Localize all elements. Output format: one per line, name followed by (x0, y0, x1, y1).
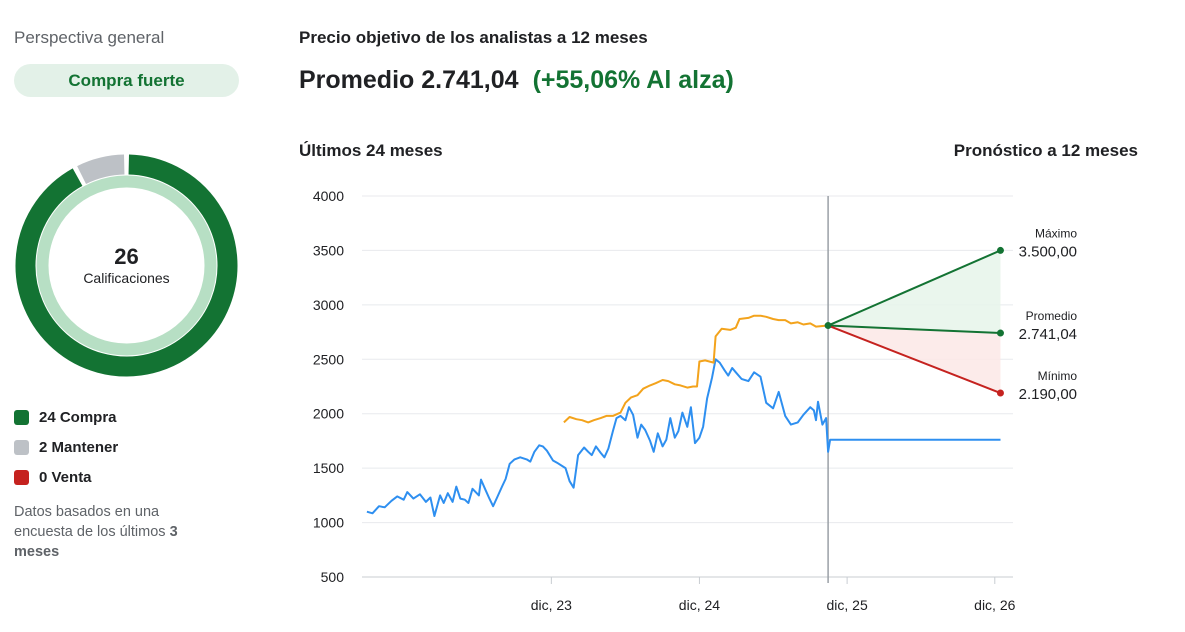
legend-label-buy: 24 Compra (39, 408, 117, 426)
forecast-labels: Máximo 3.500,00 Promedio 2.741,04 Mínimo 2.19… (1019, 226, 1078, 403)
forecast-max-label: Máximo (1035, 226, 1077, 240)
forecast-average-line (828, 324, 1001, 335)
x-tick-label: dic, 25 (826, 597, 867, 613)
avg-target-history-line (563, 314, 829, 424)
survey-note: Datos basados en una encuesta de los últ… (14, 502, 214, 562)
y-tick-label: 500 (321, 569, 345, 585)
legend-label-sell: 0 Venta (39, 468, 92, 486)
forecast-high-point (996, 246, 1004, 254)
price-target-title: Precio objetivo de los analistas a 12 me… (299, 28, 648, 47)
legend-item-buy: 24 Compra (14, 402, 118, 432)
upside-change: (+55,06% Al alza) (532, 66, 734, 94)
forecast-max-value: 3.500,00 (1019, 243, 1077, 260)
forecast-section-label: Pronóstico a 12 meses (953, 141, 1138, 160)
y-tick-label: 2000 (313, 406, 344, 422)
analyst-overview-panel: Perspectiva general Compra fuerte 26 Cal… (0, 0, 260, 632)
chart-series (366, 246, 1004, 517)
forecast-min-value: 2.190,00 (1019, 386, 1077, 403)
x-tick-label: dic, 24 (679, 597, 720, 613)
forecast-avg-value: 2.741,04 (1019, 326, 1077, 343)
ratings-total-label: Calificaciones (83, 270, 169, 286)
y-tick-label: 1500 (313, 460, 344, 476)
survey-note-period: 3 meses (14, 524, 178, 560)
ratings-legend: 24 Compra 2 Mantener 0 Venta (14, 402, 118, 492)
legend-swatch-sell (14, 469, 29, 485)
price-target-headline: Promedio 2.741,04 (+55,06% Al alza) (299, 66, 734, 95)
ratings-total: 26 (114, 244, 138, 269)
legend-item-hold: 2 Mantener (14, 432, 118, 462)
consensus-rating-badge: Compra fuerte (14, 64, 239, 97)
forecast-min-label: Mínimo (1038, 369, 1078, 383)
forecast-high-line (827, 249, 1001, 327)
y-tick-label: 4000 (313, 188, 344, 204)
history-section-label: Últimos 24 meses (299, 141, 443, 160)
legend-swatch-buy (14, 409, 29, 425)
forecast-area (828, 250, 1001, 394)
x-axis: dic, 23 dic, 24 dic, 25 dic, 26 (531, 196, 1016, 613)
forecast-low-point (996, 389, 1004, 397)
forecast-avg-label: Promedio (1026, 309, 1078, 323)
x-tick-label: dic, 26 (974, 597, 1015, 613)
legend-item-sell: 0 Venta (14, 462, 118, 492)
y-tick-label: 2500 (313, 351, 344, 367)
legend-label-hold: 2 Mantener (39, 438, 119, 456)
upside-range-fill (828, 250, 1001, 334)
chart-gridlines (362, 195, 1013, 578)
y-axis-labels: 4000 3500 3000 2500 2000 1500 1000 500 (313, 188, 344, 585)
y-tick-label: 3500 (313, 242, 344, 258)
overview-title: Perspectiva general (14, 28, 165, 47)
donut-inner-ring (36, 175, 217, 356)
average-target: Promedio 2.741,04 (299, 66, 519, 94)
donut-segment-0 (15, 154, 238, 377)
forecast-low-line (827, 324, 1001, 394)
forecast-average-point (996, 329, 1004, 337)
y-tick-label: 1000 (313, 515, 344, 531)
y-tick-label: 3000 (313, 297, 344, 313)
donut-segment-1 (77, 154, 125, 185)
survey-note-text: Datos basados en una encuesta de los últ… (14, 504, 170, 540)
forecast-start-point (824, 322, 832, 330)
x-tick-label: dic, 23 (531, 597, 572, 613)
ratings-donut-chart: 26 Calificaciones (15, 154, 238, 377)
legend-swatch-hold (14, 439, 29, 455)
price-history-line (366, 358, 1001, 517)
